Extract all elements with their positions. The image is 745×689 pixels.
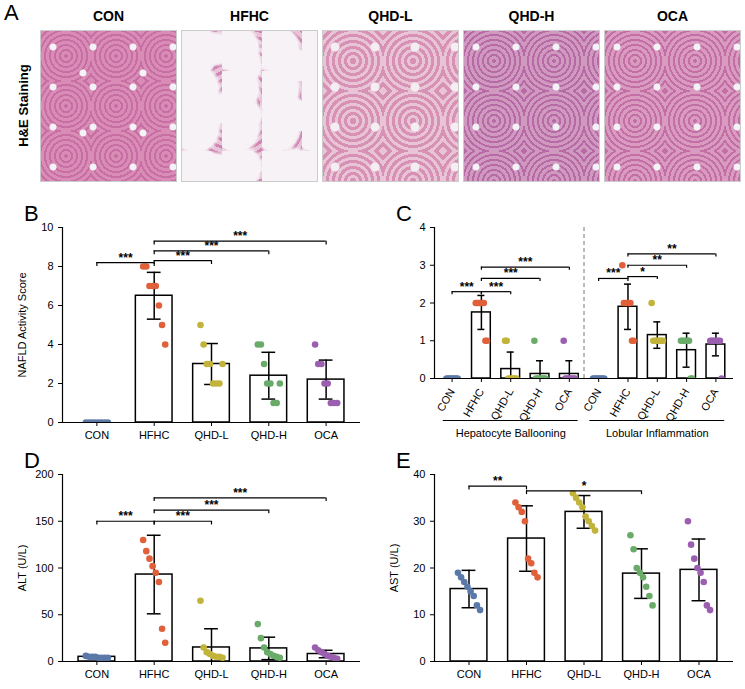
svg-text:***: *** xyxy=(489,280,503,294)
svg-text:ALT (U/L): ALT (U/L) xyxy=(16,545,28,592)
svg-text:***: *** xyxy=(119,509,133,523)
svg-text:QHD-H: QHD-H xyxy=(251,429,287,441)
svg-text:HFHC: HFHC xyxy=(139,668,170,680)
svg-text:NAFLD Activity Score: NAFLD Activity Score xyxy=(16,272,28,377)
svg-text:QHD-H: QHD-H xyxy=(251,668,287,680)
svg-text:OCA: OCA xyxy=(314,668,339,680)
html-text:QHD-H: QHD-H xyxy=(508,8,555,24)
svg-text:QHD-H: QHD-H xyxy=(623,668,659,680)
svg-text:CON: CON xyxy=(434,386,457,413)
svg-text:HFHC: HFHC xyxy=(461,386,487,419)
svg-text:50: 50 xyxy=(41,608,53,620)
svg-text:AST (U/L): AST (U/L) xyxy=(388,544,400,593)
svg-text:10: 10 xyxy=(413,608,425,620)
svg-text:***: *** xyxy=(233,229,247,243)
svg-text:0: 0 xyxy=(419,655,425,667)
html-text:HFHC: HFHC xyxy=(230,8,269,24)
svg-text:HFHC: HFHC xyxy=(607,386,633,419)
svg-text:***: *** xyxy=(204,498,218,512)
svg-text:30: 30 xyxy=(413,515,425,527)
svg-text:***: *** xyxy=(460,280,474,294)
svg-text:HFHC: HFHC xyxy=(139,429,170,441)
svg-text:4: 4 xyxy=(47,338,53,350)
svg-text:6: 6 xyxy=(47,299,53,311)
svg-text:*: * xyxy=(582,479,587,493)
svg-text:OCA: OCA xyxy=(552,386,575,413)
svg-text:10: 10 xyxy=(41,221,53,233)
svg-text:QHD-L: QHD-L xyxy=(635,386,663,422)
svg-text:CON: CON xyxy=(457,668,482,680)
svg-text:CON: CON xyxy=(85,668,110,680)
svg-text:**: ** xyxy=(667,242,677,256)
svg-text:***: *** xyxy=(233,486,247,500)
html-text:OCA: OCA xyxy=(656,8,689,24)
svg-text:***: *** xyxy=(518,255,532,269)
svg-text:Lobular Inflammation: Lobular Inflammation xyxy=(606,427,709,439)
html-text:CON: CON xyxy=(92,8,125,24)
svg-text:QHD-H: QHD-H xyxy=(663,386,691,423)
svg-text:***: *** xyxy=(176,509,190,523)
svg-text:2: 2 xyxy=(419,297,425,309)
svg-text:QHD-L: QHD-L xyxy=(567,668,601,680)
svg-text:1: 1 xyxy=(419,334,425,346)
svg-text:***: *** xyxy=(606,266,620,280)
svg-text:OCA: OCA xyxy=(314,429,339,441)
svg-text:4: 4 xyxy=(419,221,425,233)
svg-text:*: * xyxy=(640,265,645,279)
svg-text:OCA: OCA xyxy=(687,668,712,680)
svg-text:***: *** xyxy=(119,251,133,265)
svg-text:2: 2 xyxy=(47,377,53,389)
svg-text:20: 20 xyxy=(413,562,425,574)
html-text:E: E xyxy=(396,448,411,473)
svg-text:150: 150 xyxy=(35,515,53,527)
svg-text:CON: CON xyxy=(581,386,604,413)
svg-text:CON: CON xyxy=(85,429,110,441)
svg-text:OCA: OCA xyxy=(698,386,721,413)
svg-text:**: ** xyxy=(653,253,663,267)
svg-text:8: 8 xyxy=(47,260,53,272)
svg-text:40: 40 xyxy=(413,468,425,480)
svg-text:QHD-L: QHD-L xyxy=(194,668,228,680)
svg-text:QHD-L: QHD-L xyxy=(488,386,516,422)
svg-text:***: *** xyxy=(504,266,518,280)
svg-text:0: 0 xyxy=(419,372,425,384)
html-text:QHD-L: QHD-L xyxy=(368,8,413,24)
svg-text:0: 0 xyxy=(47,655,53,667)
html-text:A: A xyxy=(4,0,19,25)
svg-text:200: 200 xyxy=(35,468,54,480)
svg-text:Hepatocyte Ballooning: Hepatocyte Ballooning xyxy=(456,427,566,439)
html-text:C: C xyxy=(396,201,412,226)
svg-text:100: 100 xyxy=(35,562,53,574)
svg-text:QHD-H: QHD-H xyxy=(516,386,544,423)
html-text:B: B xyxy=(24,201,39,226)
svg-text:HFHC: HFHC xyxy=(511,668,542,680)
html-text:D: D xyxy=(24,448,40,473)
svg-text:3: 3 xyxy=(419,259,425,271)
svg-text:0: 0 xyxy=(47,416,53,428)
html-text:H&E Staining: H&E Staining xyxy=(15,64,31,147)
svg-text:**: ** xyxy=(493,474,503,488)
svg-text:QHD-L: QHD-L xyxy=(194,429,228,441)
